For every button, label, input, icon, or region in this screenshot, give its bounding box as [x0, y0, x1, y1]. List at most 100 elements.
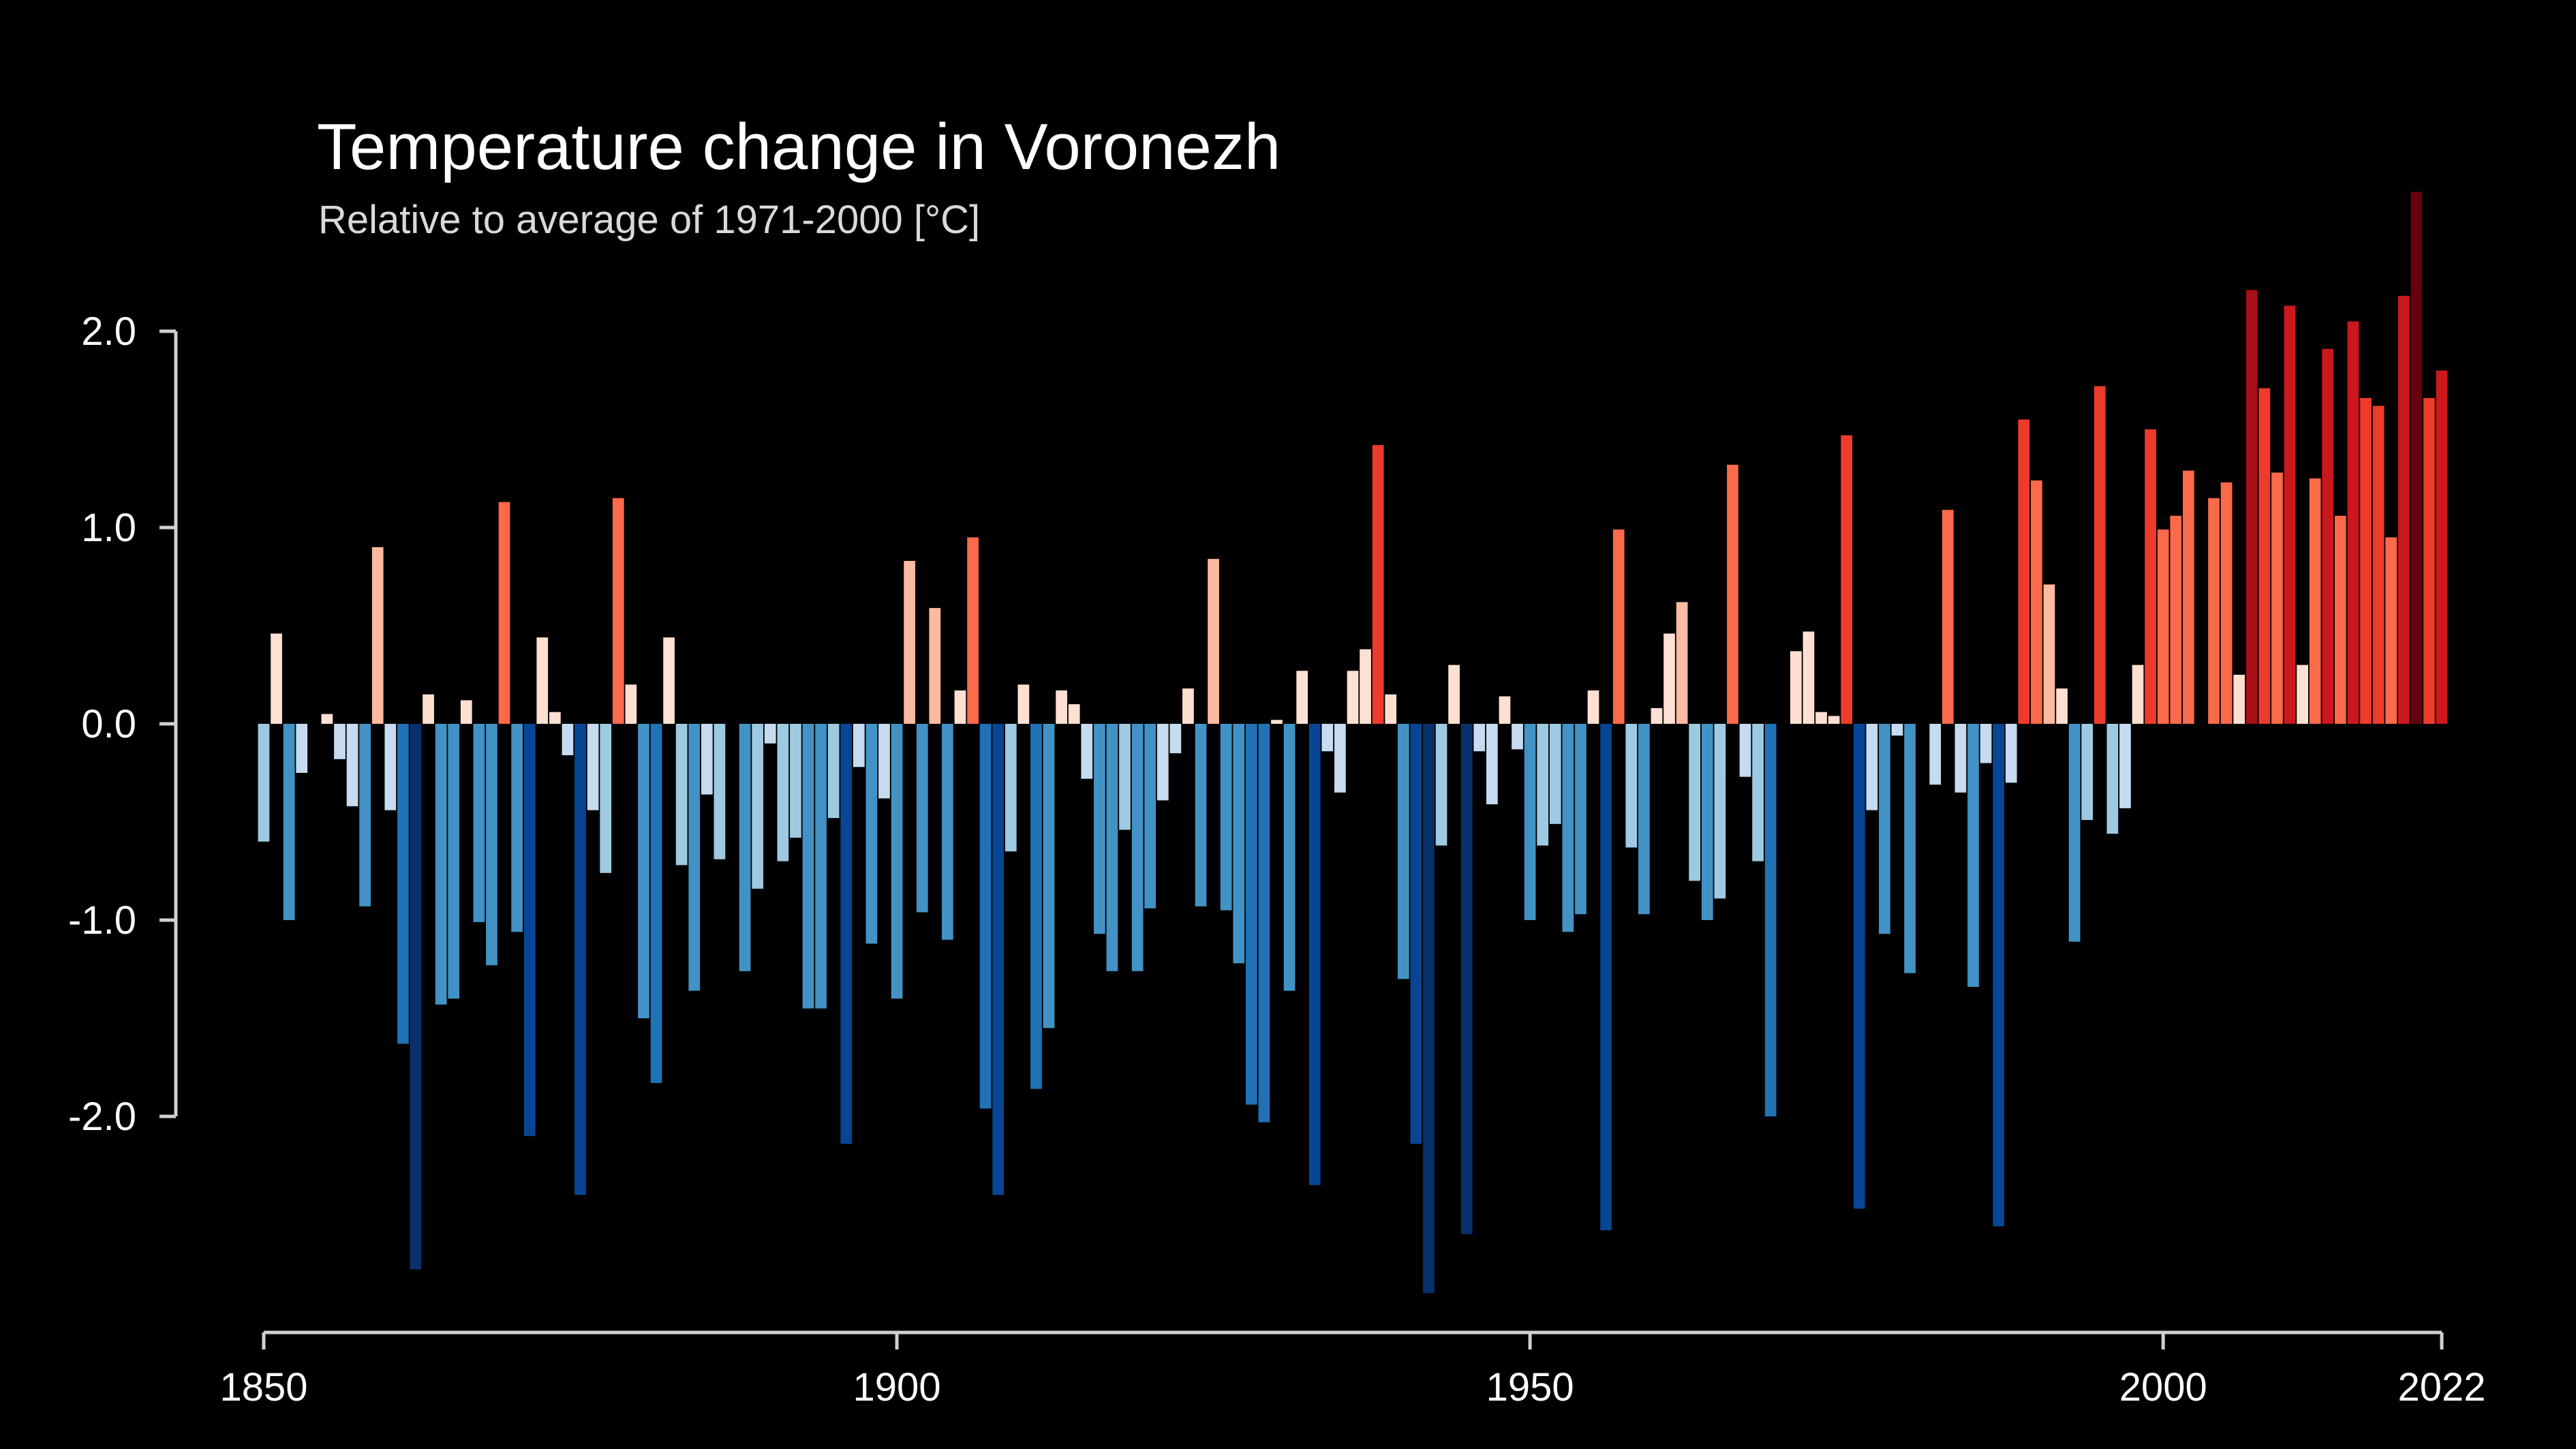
bar-2004: [2208, 498, 2220, 724]
bar-1864: [435, 724, 447, 1005]
bar-1917: [1106, 724, 1118, 971]
bar-1936: [1347, 671, 1359, 724]
bar-1850: [258, 724, 270, 842]
bar-1923: [1182, 688, 1194, 724]
bar-1874: [562, 724, 574, 756]
bar-2015: [2347, 321, 2359, 724]
bar-1897: [853, 724, 865, 767]
bar-2013: [2322, 348, 2334, 724]
bar-1914: [1068, 704, 1080, 724]
bar-1974: [1828, 716, 1840, 724]
bar-1951: [1537, 724, 1549, 846]
bar-1984: [1954, 724, 1967, 793]
x-axis: 1850 1900 1950 2000 2022: [219, 1330, 2486, 1409]
bar-1876: [587, 724, 599, 810]
bar-1982: [1929, 724, 1942, 785]
bar-1892: [790, 724, 801, 838]
bar-2009: [2271, 472, 2283, 724]
bar-1978: [1879, 724, 1890, 934]
bar-1863: [423, 694, 434, 724]
bar-1941: [1410, 724, 1422, 1144]
bar-1980: [1904, 724, 1916, 973]
bar-1922: [1169, 724, 1182, 754]
bar-2000: [2157, 529, 2169, 724]
bar-1993: [2068, 724, 2081, 942]
bar-1910: [1017, 684, 1030, 724]
bar-1952: [1549, 724, 1561, 824]
bars: [258, 192, 2448, 1294]
y-tick-label: 1.0: [81, 506, 136, 550]
bar-1857: [346, 724, 358, 806]
y-tick-label: -1.0: [68, 898, 136, 943]
bar-1966: [1727, 464, 1738, 724]
bar-1915: [1081, 724, 1093, 779]
bar-1975: [1841, 435, 1853, 724]
bar-1990: [2031, 480, 2042, 724]
bar-1851: [271, 633, 282, 724]
bar-1925: [1208, 559, 1219, 724]
bar-1871: [523, 724, 536, 1136]
bar-1927: [1233, 724, 1245, 964]
bar-1889: [752, 724, 764, 889]
bar-1959: [1638, 724, 1650, 915]
bar-1996: [2106, 724, 2119, 834]
bar-2014: [2334, 515, 2346, 724]
x-tick-label: 1900: [853, 1365, 941, 1409]
bar-1967: [1739, 724, 1751, 777]
bar-1862: [410, 724, 422, 1270]
bar-1947: [1486, 724, 1498, 805]
bar-2006: [2233, 675, 2245, 724]
bar-1942: [1423, 724, 1435, 1294]
bar-1988: [2005, 724, 2017, 783]
bar-1956: [1600, 724, 1612, 1231]
bar-1902: [916, 724, 928, 913]
bar-1853: [296, 724, 308, 773]
bar-2019: [2397, 296, 2410, 724]
bar-1969: [1764, 724, 1777, 1116]
bar-1987: [1993, 724, 2005, 1227]
bar-1964: [1701, 724, 1713, 920]
bar-1992: [2056, 688, 2068, 724]
bar-1894: [815, 724, 827, 1009]
bar-1997: [2119, 724, 2131, 808]
bar-1921: [1156, 724, 1169, 801]
bar-1983: [1942, 510, 1954, 724]
bar-1860: [384, 724, 397, 810]
bar-1968: [1752, 724, 1764, 861]
bar-1878: [612, 498, 624, 724]
bar-1904: [942, 724, 953, 940]
bar-1866: [460, 700, 472, 724]
bar-1883: [675, 724, 688, 866]
bar-1901: [904, 560, 916, 724]
bar-1880: [638, 724, 649, 1018]
bar-1949: [1512, 724, 1523, 750]
bar-1890: [764, 724, 776, 744]
chart-subtitle: Relative to average of 1971-2000 [°C]: [318, 198, 980, 242]
y-axis: 2.0 1.0 0.0 -1.0 -2.0: [68, 309, 178, 1139]
bar-1893: [802, 724, 814, 1009]
bar-1953: [1562, 724, 1574, 932]
bar-2008: [2258, 388, 2271, 724]
bar-1867: [473, 724, 485, 922]
bar-1976: [1853, 724, 1865, 1209]
bar-1979: [1891, 724, 1903, 736]
bar-1868: [486, 724, 497, 966]
bar-1931: [1283, 724, 1295, 991]
bar-1934: [1321, 724, 1334, 752]
bar-1898: [865, 724, 878, 944]
bar-1937: [1360, 649, 1371, 724]
bar-1877: [600, 724, 612, 873]
bar-1958: [1625, 724, 1638, 848]
y-tick-label: 2.0: [81, 309, 136, 354]
bar-1946: [1473, 724, 1486, 752]
bar-1994: [2081, 724, 2094, 821]
bar-1954: [1575, 724, 1586, 915]
bar-1870: [511, 724, 523, 932]
bar-1962: [1676, 602, 1688, 724]
bar-2001: [2170, 515, 2182, 724]
bar-2016: [2360, 397, 2372, 724]
bar-1998: [2132, 665, 2144, 724]
bar-1907: [979, 724, 992, 1109]
bar-1995: [2094, 386, 2106, 724]
bar-1999: [2145, 429, 2156, 724]
